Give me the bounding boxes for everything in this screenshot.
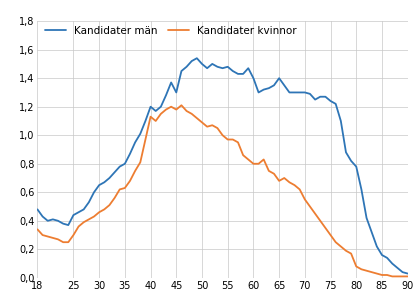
Kandidater män: [117, 165, 122, 169]
Kandidater kvinnor: [158, 112, 163, 116]
Kandidater män: [405, 272, 410, 275]
Kandidater kvinnor: [179, 104, 184, 107]
Kandidater kvinnor: [405, 275, 410, 278]
Kandidater män: [158, 105, 163, 108]
Kandidater kvinnor: [117, 188, 122, 191]
Kandidater män: [225, 65, 230, 69]
Kandidater män: [374, 245, 379, 248]
Kandidater män: [349, 159, 354, 163]
Kandidater kvinnor: [374, 272, 379, 275]
Kandidater kvinnor: [349, 252, 354, 255]
Line: Kandidater män: Kandidater män: [37, 58, 408, 274]
Kandidater kvinnor: [35, 227, 40, 231]
Kandidater män: [194, 56, 199, 60]
Legend: Kandidater män, Kandidater kvinnor: Kandidater män, Kandidater kvinnor: [43, 24, 299, 38]
Kandidater kvinnor: [390, 275, 395, 278]
Kandidater kvinnor: [359, 268, 364, 271]
Kandidater män: [35, 207, 40, 211]
Kandidater män: [359, 188, 364, 191]
Line: Kandidater kvinnor: Kandidater kvinnor: [37, 105, 408, 276]
Kandidater kvinnor: [225, 138, 230, 141]
